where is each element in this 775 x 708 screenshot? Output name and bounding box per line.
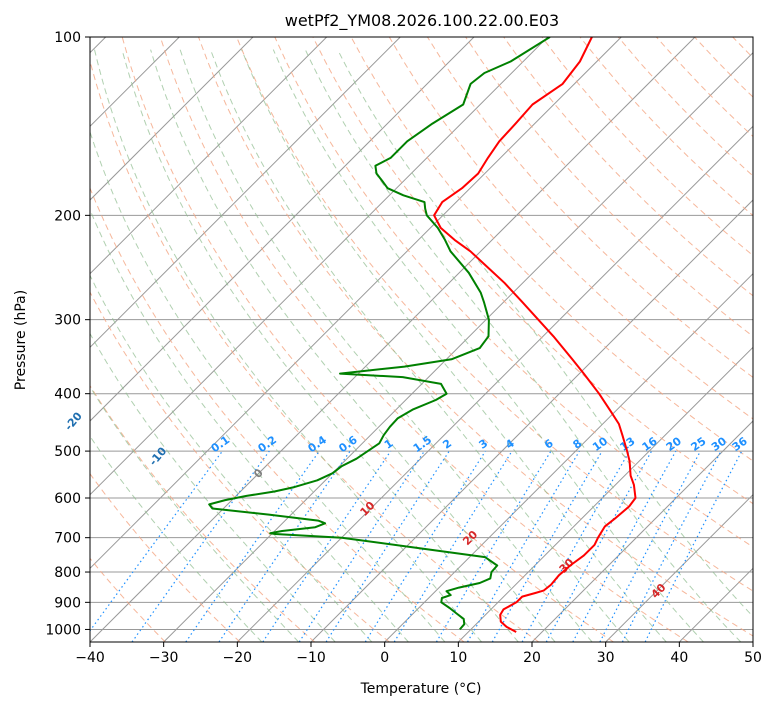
x-tick-label: 30 [597,650,615,666]
x-tick-label: 0 [380,650,389,666]
isotherm-line [310,199,753,642]
y-tick-label: 200 [54,208,81,224]
isotherm-line [384,272,753,642]
x-axis-label: Temperature (°C) [360,681,482,697]
moist-adiabat [90,385,299,642]
dry-adiabat [159,37,689,642]
isotherm-line [90,37,328,275]
moist-adiabat [150,49,556,642]
isotherm-line [90,37,549,496]
moist-adiabat [272,49,704,642]
moist-adiabat [90,274,373,642]
mixing-ratio-line [218,450,351,642]
moist-adiabat [179,49,593,642]
y-tick-label: 1000 [45,622,81,638]
mixing-ratio-line [364,450,486,642]
moist-adiabat [90,332,336,642]
isotherm-line [457,346,753,642]
isotherm-line [90,37,254,201]
moist-adiabat [337,49,753,618]
dry-adiabat [90,186,465,642]
mixing-ratio-line [599,450,702,642]
dry-adiabat [236,37,753,592]
x-tick-label: −10 [296,650,326,666]
mixing-ratio-line [572,450,677,642]
x-tick-label: 50 [744,650,762,666]
mixing-ratio-line [262,450,392,642]
isotherm-line [90,37,696,642]
dry-adiabat [198,37,753,637]
y-axis-ticks: 100 200 300 400 500 600 700 800 900 1000 [45,30,90,638]
mixing-ratio-line [435,450,552,642]
mixing-ratio-line [393,450,513,642]
x-axis-ticks: −40 −30 −20 −10 0 10 20 30 40 50 [75,642,762,666]
dry-adiabat [426,37,753,378]
x-tick-label: 40 [670,650,688,666]
x-tick-label: −20 [223,650,253,666]
isotherm-line [163,51,753,642]
y-tick-label: 800 [54,565,81,581]
y-tick-label: 700 [54,531,81,547]
dry-adiabat [121,37,614,642]
dry-adiabat [274,37,753,548]
isotherm-line [531,420,753,642]
y-tick-label: 500 [54,444,81,460]
y-tick-label: 300 [54,313,81,329]
y-tick-label: 400 [54,387,81,403]
x-tick-label: −40 [75,650,105,666]
isotherm-line [605,493,753,642]
y-tick-label: 900 [54,595,81,611]
plot-frame [89,36,754,643]
background-lines [90,37,753,642]
isotherm-line [90,37,475,422]
mixing-ratio-line [325,450,450,642]
mixing-ratio-line [185,450,320,642]
y-tick-label: 100 [54,30,81,46]
dry-adiabat [312,37,753,505]
temperature-line [433,37,637,633]
mixing-ratio-line [466,450,580,642]
chart-title: wetPf2_YM08.2026.100.22.00.E03 [285,11,559,31]
dry-adiabat [90,472,241,642]
y-tick-label: 600 [54,491,81,507]
dry-adiabat [90,291,390,642]
x-tick-label: −30 [149,650,179,666]
dewpoint-line [208,37,551,631]
dry-adiabat [503,37,753,297]
dry-adiabat [388,37,753,420]
x-tick-label: 20 [523,650,541,666]
dry-adiabat [90,59,540,642]
moist-adiabat [90,208,409,642]
isotherm-line [90,37,401,349]
mixing-ratio-line [298,450,425,642]
moist-adiabat [304,49,742,642]
moist-adiabat [90,435,263,642]
dry-adiabat [90,384,316,642]
y-axis-label: Pressure (hPa) [13,290,29,390]
dry-adiabat [350,37,753,462]
isotherm-line [90,37,622,570]
x-tick-label: 10 [449,650,467,666]
dry-adiabat [465,37,753,338]
moist-adiabat [121,49,519,642]
profile-lines [208,37,637,633]
